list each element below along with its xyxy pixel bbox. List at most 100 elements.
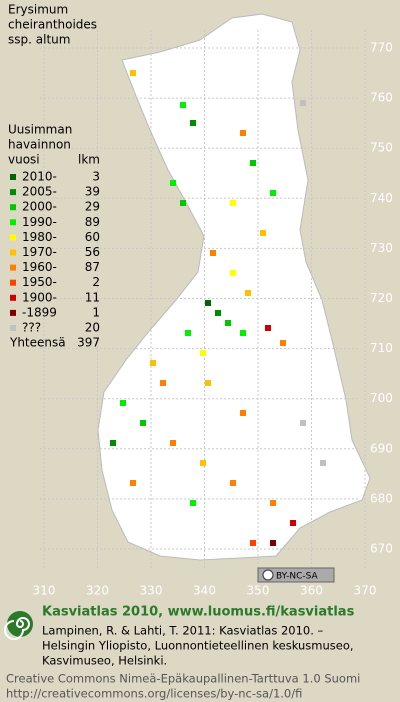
legend: Uusimman havainnon vuosi lkm 2010- 3 2005-… xyxy=(8,123,100,350)
observation xyxy=(240,330,246,336)
legend-swatch xyxy=(10,219,16,226)
observation xyxy=(270,500,276,506)
cc-icon xyxy=(262,569,274,581)
observation xyxy=(230,480,236,486)
site: Kasviatlas 2010, www.luomus.fi/kasviatla… xyxy=(42,605,355,620)
observation xyxy=(265,325,271,331)
legend-label: 1900- xyxy=(22,290,57,304)
x-label: 340 xyxy=(193,584,216,598)
observation xyxy=(160,380,166,386)
observation xyxy=(130,480,136,486)
observation xyxy=(150,360,156,366)
observation xyxy=(185,330,191,336)
observation xyxy=(205,300,211,306)
observation xyxy=(300,100,306,106)
y-label: 670 xyxy=(370,542,393,556)
observation xyxy=(200,350,206,356)
y-label: 700 xyxy=(370,391,393,405)
badge-text: BY-NC-SA xyxy=(276,572,319,582)
legend-count: 60 xyxy=(85,230,100,244)
legend-total: 397 xyxy=(77,336,100,350)
legend-swatch xyxy=(10,279,16,286)
legend-heading: vuosi xyxy=(8,153,40,167)
legend-label: 2000- xyxy=(22,200,57,214)
legend-label: 2005- xyxy=(22,185,57,199)
y-label: 720 xyxy=(370,291,393,305)
legend-label: 1990- xyxy=(22,215,57,229)
legend-count: 3 xyxy=(92,170,100,184)
observation xyxy=(210,250,216,256)
legend-count: 20 xyxy=(85,321,100,335)
observation xyxy=(200,460,206,466)
y-label: 730 xyxy=(370,241,393,255)
citation: Helsingin Yliopisto, Luonnontieteellinen… xyxy=(42,639,354,653)
title-line: Erysimum xyxy=(8,3,68,17)
legend-swatch xyxy=(10,309,16,316)
observation xyxy=(130,70,136,76)
observation xyxy=(120,400,126,406)
legend-swatch xyxy=(10,294,16,301)
legend-label: 1950- xyxy=(22,275,57,289)
legend-swatch xyxy=(10,189,16,196)
y-label: 760 xyxy=(370,91,393,105)
legend-count: 89 xyxy=(85,215,100,229)
legend-count: 39 xyxy=(85,185,100,199)
license: http://creativecommons.org/licenses/by-n… xyxy=(6,687,302,701)
observation xyxy=(270,190,276,196)
badge-box xyxy=(257,567,335,583)
observation xyxy=(190,500,196,506)
observation xyxy=(290,520,296,526)
observation xyxy=(180,102,186,108)
x-label: 330 xyxy=(140,584,163,598)
y-label: 770 xyxy=(370,41,393,55)
y-label: 680 xyxy=(370,491,393,505)
observation xyxy=(110,440,116,446)
y-label: 740 xyxy=(370,191,393,205)
x-label: 360 xyxy=(300,584,323,598)
logo-spiral xyxy=(4,617,30,640)
observation xyxy=(260,230,266,236)
logo xyxy=(7,611,33,637)
citation: Lampinen, R. & Lahti, T. 2011: Kasviatla… xyxy=(42,624,324,638)
observation xyxy=(240,410,246,416)
observation xyxy=(180,200,186,206)
observation xyxy=(250,160,256,166)
footer: Kasviatlas 2010, www.luomus.fi/kasviatla… xyxy=(4,605,360,701)
observation xyxy=(225,320,231,326)
observation xyxy=(190,120,196,126)
observation xyxy=(205,380,211,386)
legend-swatch xyxy=(10,204,16,211)
title-line: cheiranthoides xyxy=(8,18,97,32)
y-label: 710 xyxy=(370,341,393,355)
observation xyxy=(215,310,221,316)
legend-swatch xyxy=(10,264,16,271)
legend-swatch xyxy=(10,174,16,180)
legend-label: ??? xyxy=(22,321,41,335)
legend-swatch xyxy=(10,249,16,256)
title-line: ssp. altum xyxy=(8,33,70,47)
license-badge: BY-NC-SA xyxy=(257,567,335,583)
legend-heading: havainnon xyxy=(8,138,71,152)
legend-label: 1980- xyxy=(22,230,57,244)
observation xyxy=(170,440,176,446)
observation xyxy=(230,270,236,276)
title: Erysimum cheiranthoides ssp. altum xyxy=(8,3,97,47)
observations xyxy=(110,70,326,546)
citation: Kasvimuseo, Helsinki. xyxy=(42,654,167,668)
x-label: 370 xyxy=(354,584,377,598)
legend-heading: Uusimman xyxy=(8,123,72,137)
legend-label: 2010- xyxy=(22,170,57,184)
observation xyxy=(240,130,246,136)
y-label: 750 xyxy=(370,141,393,155)
legend-swatch xyxy=(10,234,16,241)
observation xyxy=(320,460,326,466)
legend-count: 2 xyxy=(92,275,100,289)
legend-count: 29 xyxy=(85,200,100,214)
observation xyxy=(230,200,236,206)
legend-total-label: Yhteensä xyxy=(9,336,66,350)
license: Creative Commons Nimeä-Epäkaupallinen-Ta… xyxy=(6,672,360,686)
observation xyxy=(300,420,306,426)
legend-count: 11 xyxy=(85,290,100,304)
